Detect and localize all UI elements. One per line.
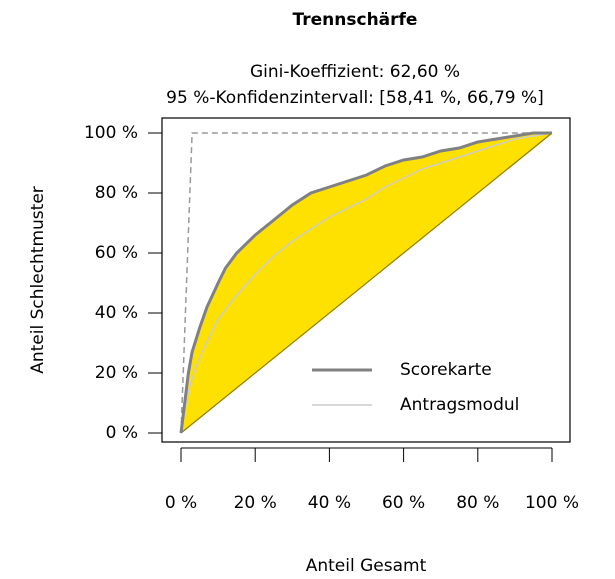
chart-subtitle: 95 %-Konfidenzintervall: [58,41 %, 66,79…: [166, 88, 544, 108]
x-axis-label: Anteil Gesamt: [306, 556, 427, 575]
chart-title: Trennschärfe: [293, 10, 418, 30]
series-line: [180, 132, 553, 434]
x-tick-label: 40 %: [308, 493, 351, 513]
y-tick-label: 100 %: [84, 123, 138, 143]
x-tick-label: 60 %: [382, 493, 425, 513]
y-tick-label: 20 %: [95, 363, 138, 383]
y-axis-label: Anteil Schlechtmuster: [28, 186, 48, 374]
x-tick-label: 0 %: [165, 493, 197, 513]
diagonal: [180, 132, 553, 434]
plot-frame: [161, 117, 571, 443]
chart-subtitle: Gini-Koeffizient: 62,60 %: [250, 62, 460, 82]
y-tick-label: 0 %: [106, 423, 138, 443]
x-tick-label: 20 %: [234, 493, 277, 513]
legend-label: Antragsmodul: [400, 395, 519, 415]
x-tick-label: 80 %: [456, 493, 499, 513]
x-tick-label: 100 %: [525, 493, 579, 513]
legend-label: Scorekarte: [400, 360, 492, 380]
y-tick-label: 80 %: [95, 183, 138, 203]
ideal-line: [180, 132, 552, 434]
series-line: [179, 131, 552, 434]
y-tick-label: 60 %: [95, 243, 138, 263]
y-tick-label: 40 %: [95, 303, 138, 323]
